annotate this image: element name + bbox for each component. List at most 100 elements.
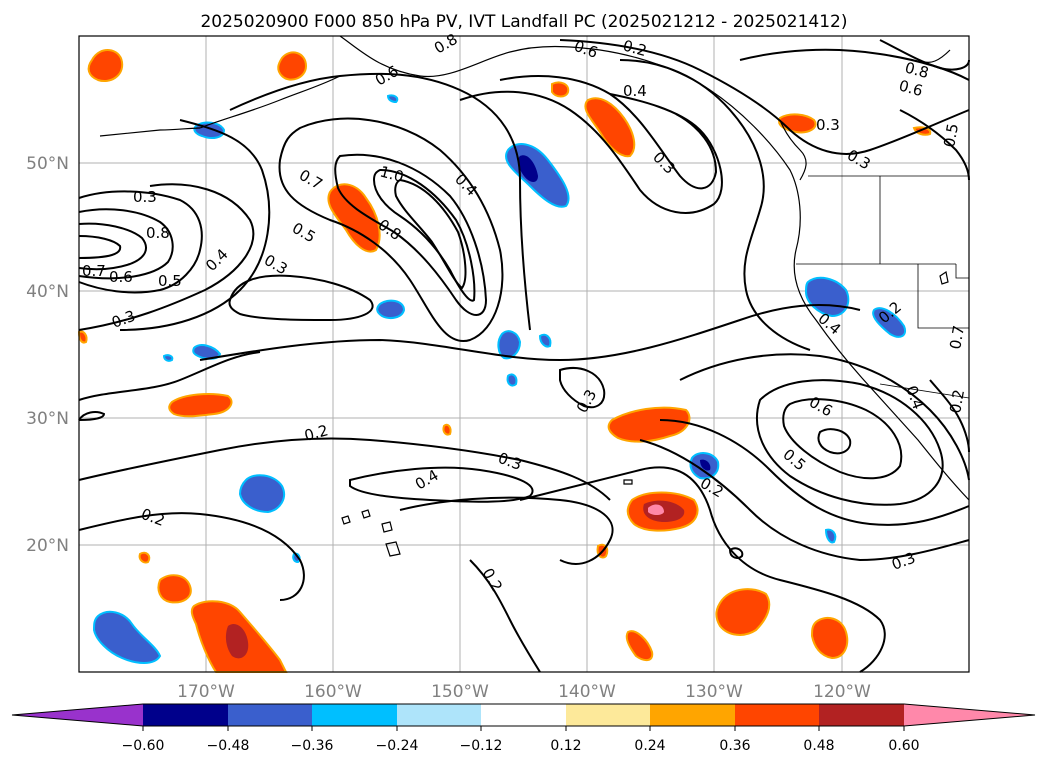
contour-line [639, 439, 970, 562]
positive-anomaly [87, 49, 124, 82]
contour-line [929, 379, 970, 453]
negative-anomaly [386, 94, 399, 104]
negative-anomaly [824, 528, 837, 544]
state-border [879, 383, 970, 399]
contour-label: 0.8 [903, 58, 931, 82]
contour-line [879, 39, 970, 71]
contour-line [78, 512, 305, 601]
negative-anomaly [376, 299, 406, 319]
colorbar-tick-label: 0.48 [803, 738, 834, 754]
positive-anomaly [138, 551, 151, 564]
contour-label: 0.2 [621, 36, 649, 60]
colorbar-segment [481, 704, 566, 726]
island [381, 521, 393, 533]
colorbar-tick-label: −0.24 [376, 738, 419, 754]
contour-label: 0.3 [816, 116, 840, 134]
positive-anomaly [715, 588, 771, 636]
contour-line [229, 72, 531, 331]
positive-anomaly [327, 183, 381, 253]
contour-label: 0.2 [946, 388, 968, 415]
contour-line [199, 304, 861, 362]
contour-line [559, 367, 606, 409]
longitude-labels: 170°W 160°W 150°W 140°W 130°W 120°W [177, 682, 871, 702]
island [341, 515, 351, 525]
island [623, 479, 633, 485]
strong-negative-anomaly [700, 459, 711, 471]
colorbar-segment [735, 704, 819, 726]
contour-line [78, 411, 106, 421]
lon-label: 150°W [431, 682, 489, 702]
contour-line [459, 90, 723, 214]
state-border [955, 264, 969, 279]
lon-label: 140°W [558, 682, 616, 702]
island [361, 509, 371, 519]
contour-line [728, 547, 744, 559]
coastline [339, 35, 970, 501]
island [939, 271, 949, 285]
negative-anomaly [872, 307, 906, 338]
coastlines [99, 35, 970, 557]
negative-anomaly [92, 610, 162, 664]
strong-negative-anomaly [517, 155, 538, 182]
contour-line [78, 235, 122, 259]
colorbar-segment [228, 704, 312, 726]
positive-anomaly [810, 616, 849, 660]
positive-anomaly [607, 406, 691, 443]
coastline [99, 127, 201, 137]
colorbar-segment [650, 704, 735, 726]
colorbar-extend-max [904, 704, 1035, 726]
negative-anomaly [162, 354, 174, 362]
negative-anomaly [538, 333, 552, 348]
positive-anomaly [551, 81, 570, 98]
colorbar: −0.60 −0.48 −0.36 −0.24 −0.12 0.12 0.24 … [11, 703, 1036, 754]
colorbar-segment [312, 704, 397, 726]
positive-anomaly [442, 423, 452, 436]
contour-line [399, 496, 614, 565]
colorbar-tick-label: 0.60 [888, 738, 919, 754]
plot-title: 2025020900 F000 850 hPa PV, IVT Landfall… [200, 12, 847, 32]
contour-line [817, 428, 852, 455]
lat-label: 20°N [26, 536, 69, 556]
contour-label: 0.6 [897, 76, 925, 100]
contour-line [349, 466, 534, 503]
lon-label: 120°W [813, 682, 871, 702]
lon-label: 160°W [304, 682, 362, 702]
colorbar-segment [143, 704, 228, 726]
contour-line [755, 379, 944, 506]
latitude-labels: 50°N 40°N 30°N 20°N [26, 154, 69, 556]
contour-line [559, 39, 970, 155]
contour-line [519, 466, 886, 673]
contour-label: 0.7 [82, 262, 106, 280]
colorbar-segment [397, 704, 481, 726]
map-frame [78, 35, 970, 673]
contour-line [119, 119, 271, 331]
contour-line [78, 437, 611, 501]
contour-line [394, 178, 467, 290]
colorbar-tick-label: −0.12 [460, 738, 503, 754]
lat-label: 40°N [26, 282, 69, 302]
lon-label: 170°W [177, 682, 235, 702]
contour-line [782, 398, 903, 480]
contour-line [78, 351, 261, 401]
contour-label: 0.5 [158, 272, 182, 290]
contour-label: 0.6 [109, 268, 133, 286]
contour-line [469, 559, 541, 673]
contour-line [278, 117, 504, 343]
strong-positive-anomaly [225, 623, 249, 659]
contour-line [899, 109, 970, 181]
coastline [199, 75, 341, 129]
colorbar-tick-label: 0.36 [719, 738, 750, 754]
contour-line [78, 183, 255, 331]
lat-label: 30°N [26, 409, 69, 429]
state-border [917, 264, 969, 329]
contour-line [659, 419, 970, 526]
negative-anomaly [497, 330, 522, 360]
coastline [919, 49, 951, 63]
contour-label: 0.4 [623, 82, 647, 100]
coastline [779, 119, 807, 181]
island [385, 541, 401, 557]
colorbar-tick-label: 0.12 [550, 738, 581, 754]
map-panel: 0.3 0.8 0.5 0.7 0.6 0.4 0.3 0.3 0.7 1.0 … [77, 30, 970, 673]
negative-anomaly [238, 474, 286, 514]
contour-line [334, 153, 488, 316]
